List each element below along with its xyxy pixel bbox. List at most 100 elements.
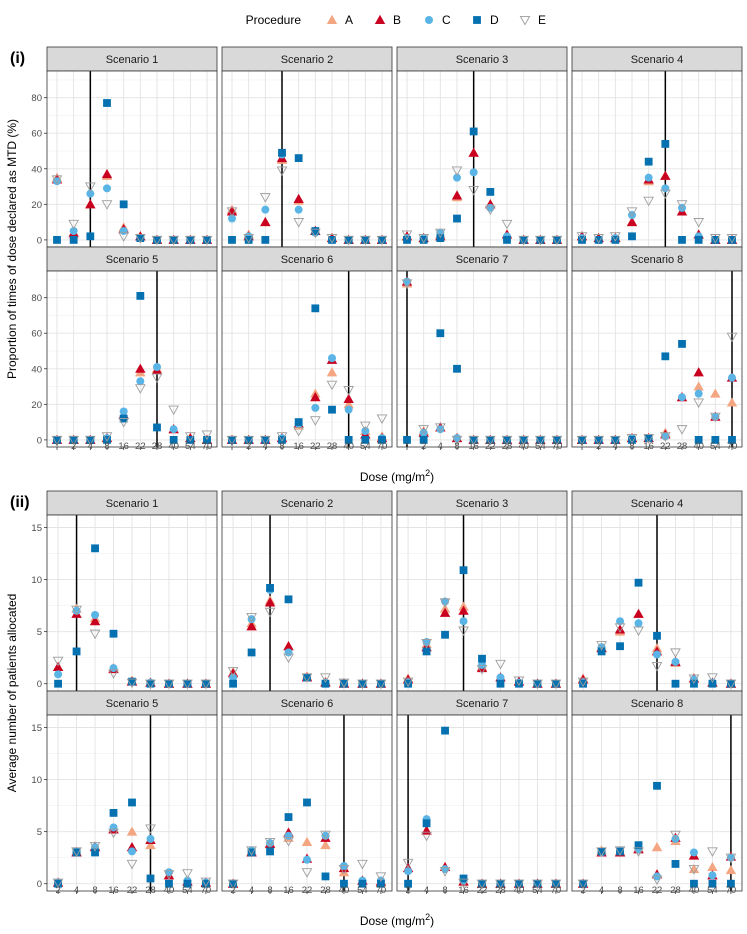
point-d bbox=[486, 187, 495, 196]
point-e bbox=[301, 868, 313, 878]
point-c bbox=[661, 184, 670, 193]
facet-title: Scenario 3 bbox=[456, 54, 509, 66]
x-tick-label: 70 bbox=[202, 441, 213, 452]
facet-title: Scenario 5 bbox=[106, 254, 159, 266]
point-b bbox=[283, 641, 294, 651]
panel-scenario-1: Scenario 1 0 20 40 60 80 bbox=[31, 46, 218, 248]
x-tick-label: 8 bbox=[629, 441, 634, 452]
point-e bbox=[89, 629, 101, 640]
point-e bbox=[458, 626, 469, 637]
point-c bbox=[311, 403, 320, 412]
legend-title: Procedure bbox=[246, 13, 302, 27]
point-e bbox=[418, 234, 430, 244]
point-d bbox=[229, 879, 237, 888]
point-d bbox=[136, 234, 145, 243]
point-d bbox=[536, 235, 545, 244]
panel-scenario-4: Scenario 4 bbox=[571, 490, 743, 692]
point-e bbox=[126, 859, 138, 870]
x-tick-label: 16 bbox=[643, 441, 654, 452]
point-d bbox=[711, 235, 720, 244]
data-points bbox=[577, 781, 737, 890]
data-points bbox=[227, 798, 387, 890]
point-e bbox=[709, 234, 721, 244]
point-c bbox=[247, 615, 256, 624]
point-e bbox=[401, 230, 413, 241]
point-d bbox=[661, 352, 670, 361]
x-tick-label: 16 bbox=[468, 441, 479, 452]
point-e bbox=[614, 846, 626, 856]
point-e bbox=[418, 425, 430, 435]
x-tick-label: 8 bbox=[442, 885, 447, 896]
legend-key-d bbox=[473, 16, 481, 24]
point-e bbox=[68, 435, 80, 446]
x-tick-label: * bbox=[55, 441, 59, 452]
point-e bbox=[326, 234, 338, 244]
point-d bbox=[358, 679, 367, 688]
point-d bbox=[597, 647, 606, 656]
point-b bbox=[458, 605, 469, 615]
point-d bbox=[515, 679, 523, 688]
facet-strip bbox=[221, 490, 393, 516]
point-d bbox=[128, 798, 136, 807]
point-e bbox=[51, 175, 63, 185]
point-d bbox=[469, 435, 478, 444]
point-e bbox=[626, 434, 638, 444]
point-d bbox=[552, 679, 560, 688]
point-c bbox=[616, 617, 625, 626]
point-e bbox=[551, 435, 563, 446]
point-c bbox=[671, 657, 680, 666]
point-e bbox=[688, 674, 700, 685]
point-d bbox=[453, 364, 461, 373]
point-d bbox=[169, 435, 178, 444]
point-d bbox=[109, 629, 118, 638]
point-c bbox=[69, 227, 78, 235]
point-e bbox=[108, 828, 119, 839]
point-e bbox=[725, 679, 737, 690]
point-d bbox=[594, 235, 603, 244]
point-e bbox=[402, 858, 414, 869]
point-d bbox=[344, 435, 353, 444]
point-e bbox=[659, 189, 671, 200]
point-c bbox=[294, 205, 303, 214]
panel-border bbox=[221, 270, 393, 448]
point-a bbox=[688, 863, 700, 874]
point-d bbox=[361, 435, 370, 444]
point-d bbox=[284, 813, 293, 821]
point-d bbox=[628, 232, 636, 241]
point-c bbox=[72, 606, 81, 615]
point-e bbox=[593, 435, 605, 446]
point-b bbox=[310, 392, 321, 402]
point-e bbox=[609, 435, 621, 446]
data-points bbox=[226, 304, 388, 446]
point-e bbox=[726, 332, 738, 343]
y-axis-title: Average number of patients allocated bbox=[5, 594, 19, 793]
data-points bbox=[401, 127, 563, 246]
point-d bbox=[553, 235, 561, 244]
point-e bbox=[495, 659, 506, 670]
x-axis-title: Dose (mg/m2) bbox=[360, 468, 434, 484]
point-a bbox=[301, 836, 313, 847]
data-points bbox=[226, 148, 388, 246]
point-d bbox=[186, 235, 195, 244]
point-d bbox=[266, 583, 274, 592]
panel-scenario-6: Scenario 6 2 4 8 16 22 28 40 54 70 bbox=[221, 690, 393, 896]
facet-strip bbox=[396, 490, 568, 516]
point-d bbox=[503, 235, 511, 244]
point-e bbox=[163, 679, 175, 690]
point-d bbox=[671, 679, 680, 688]
point-d bbox=[53, 435, 61, 444]
point-e bbox=[643, 196, 655, 207]
point-c bbox=[469, 168, 478, 177]
data-points bbox=[227, 583, 387, 690]
facet-title: Scenario 2 bbox=[281, 54, 334, 66]
point-e bbox=[108, 669, 119, 679]
point-e bbox=[283, 653, 294, 664]
x-tick-label: 2 bbox=[55, 885, 60, 896]
point-d bbox=[377, 679, 385, 688]
point-e bbox=[243, 435, 255, 446]
y-tick-label: 5 bbox=[37, 827, 42, 838]
x-tick-label: 40 bbox=[514, 885, 525, 896]
point-e bbox=[226, 435, 238, 446]
point-d bbox=[453, 214, 461, 223]
point-d bbox=[278, 148, 286, 157]
